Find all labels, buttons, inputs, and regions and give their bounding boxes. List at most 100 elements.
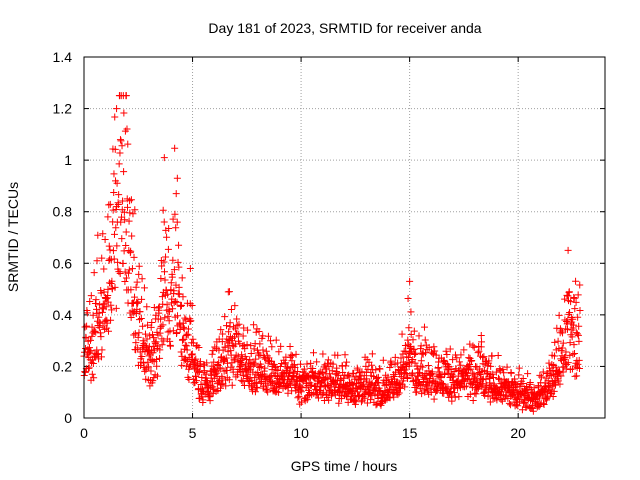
data-point [353, 384, 361, 392]
data-point [138, 295, 146, 303]
data-point [358, 368, 366, 376]
data-point [165, 224, 173, 232]
x-tick-label: 5 [189, 425, 197, 441]
data-point [207, 381, 215, 389]
data-point [148, 357, 156, 365]
data-point [230, 323, 238, 331]
data-point [559, 329, 567, 337]
data-point [241, 345, 249, 353]
data-point [527, 386, 535, 394]
data-point [416, 385, 424, 393]
data-point [189, 335, 197, 343]
data-point [445, 393, 453, 401]
data-point [405, 362, 413, 370]
data-point [153, 362, 161, 370]
data-point [130, 253, 138, 261]
data-point [570, 341, 578, 349]
data-point [492, 368, 500, 376]
data-point [558, 344, 566, 352]
data-point [165, 317, 173, 325]
data-point [472, 362, 480, 370]
data-point [395, 384, 403, 392]
data-point [555, 311, 563, 319]
data-point [286, 343, 294, 351]
data-point [274, 366, 282, 374]
data-point [178, 352, 186, 360]
data-point [439, 380, 447, 388]
data-point [571, 349, 579, 357]
data-point [173, 298, 181, 306]
data-point [174, 258, 182, 266]
data-point [100, 288, 108, 296]
data-point [170, 287, 178, 295]
data-point [290, 369, 298, 377]
data-point [182, 316, 190, 324]
data-point [191, 356, 199, 364]
data-point [233, 315, 241, 323]
data-point [117, 218, 125, 226]
data-point [174, 312, 182, 320]
data-point [231, 354, 239, 362]
data-point [497, 395, 505, 403]
data-point [272, 336, 280, 344]
data-point [349, 381, 357, 389]
chart-title: Day 181 of 2023, SRMTID for receiver and… [208, 20, 481, 36]
data-point [81, 368, 89, 376]
x-tick-label: 20 [510, 425, 526, 441]
data-point [97, 333, 105, 341]
data-point [118, 235, 126, 243]
data-point [545, 359, 553, 367]
data-point [81, 368, 89, 376]
data-point [100, 265, 108, 273]
data-point [98, 346, 106, 354]
peak-point [113, 105, 121, 113]
data-point [189, 339, 197, 347]
data-point [81, 323, 89, 331]
data-point [472, 390, 480, 398]
data-point [234, 352, 242, 360]
data-point [150, 374, 158, 382]
data-point [256, 340, 264, 348]
data-point [288, 357, 296, 365]
data-point [564, 292, 572, 300]
data-point [206, 397, 214, 405]
data-point [288, 352, 296, 360]
data-point [222, 382, 230, 390]
data-point [484, 388, 492, 396]
data-point [488, 352, 496, 360]
data-point [401, 341, 409, 349]
data-point [143, 303, 151, 311]
data-point [164, 245, 172, 253]
data-point [231, 325, 239, 333]
data-point [540, 401, 548, 409]
data-point [466, 340, 474, 348]
data-point [357, 379, 365, 387]
data-point [139, 359, 147, 367]
data-point [110, 170, 118, 178]
data-point [423, 382, 431, 390]
data-point [550, 387, 558, 395]
data-point [212, 369, 220, 377]
data-point [264, 388, 272, 396]
data-point [391, 353, 399, 361]
data-point [291, 363, 299, 371]
data-point [461, 383, 469, 391]
data-point [121, 268, 129, 276]
data-point [221, 313, 229, 321]
data-point [249, 387, 257, 395]
data-point [287, 351, 295, 359]
data-point [239, 372, 247, 380]
data-point [212, 387, 220, 395]
data-point [572, 298, 580, 306]
data-point [136, 308, 144, 316]
data-point [409, 356, 417, 364]
data-point [449, 356, 457, 364]
data-point [574, 291, 582, 299]
data-point [448, 397, 456, 405]
data-point [127, 313, 135, 321]
data-point [469, 396, 477, 404]
data-point [219, 330, 227, 338]
data-point [568, 318, 576, 326]
data-point [240, 324, 248, 332]
data-point [256, 363, 264, 371]
